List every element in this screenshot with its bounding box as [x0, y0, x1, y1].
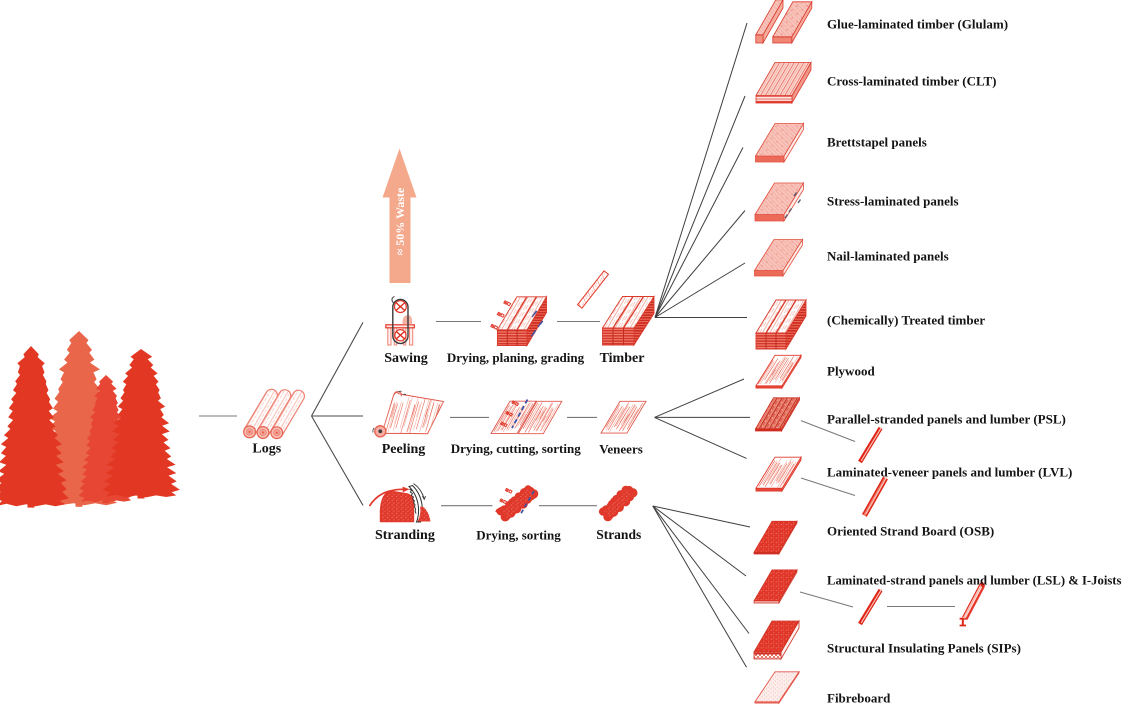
svg-text:(Chemically) Treated timber: (Chemically) Treated timber [827, 312, 985, 327]
svg-text:Structural Insulating Panels (: Structural Insulating Panels (SIPs) [827, 640, 1021, 655]
svg-text:Drying, planing, grading: Drying, planing, grading [447, 350, 585, 365]
svg-text:Sawing: Sawing [384, 351, 428, 366]
svg-text:Fibreboard: Fibreboard [827, 690, 891, 705]
svg-text:Peeling: Peeling [382, 442, 426, 457]
svg-text:Logs: Logs [252, 442, 281, 457]
svg-text:Stress-laminated panels: Stress-laminated panels [827, 193, 959, 208]
svg-text:Timber: Timber [600, 351, 645, 366]
svg-text:≈ 50% Waste: ≈ 50% Waste [393, 187, 407, 255]
svg-text:Parallel-stranded panels and l: Parallel-stranded panels and lumber (PSL… [827, 411, 1066, 426]
svg-text:Cross-laminated timber (CLT): Cross-laminated timber (CLT) [827, 73, 996, 88]
svg-text:Drying, cutting, sorting: Drying, cutting, sorting [451, 441, 582, 456]
svg-text:Drying, sorting: Drying, sorting [476, 528, 561, 543]
svg-text:Laminated-strand panels and lu: Laminated-strand panels and lumber (LSL)… [827, 573, 1122, 587]
svg-text:Veneers: Veneers [599, 442, 643, 457]
svg-text:Brettstapel panels: Brettstapel panels [827, 134, 927, 149]
svg-text:Laminated-veneer panels and lu: Laminated-veneer panels and lumber (LVL) [827, 464, 1072, 479]
svg-text:Glue-laminated timber (Glulam): Glue-laminated timber (Glulam) [827, 16, 1008, 31]
svg-text:Stranding: Stranding [375, 528, 435, 543]
svg-text:Strands: Strands [596, 527, 641, 542]
svg-text:Nail-laminated panels: Nail-laminated panels [827, 248, 949, 263]
svg-text:Plywood: Plywood [827, 363, 875, 378]
svg-text:Oriented Strand Board (OSB): Oriented Strand Board (OSB) [827, 523, 994, 538]
